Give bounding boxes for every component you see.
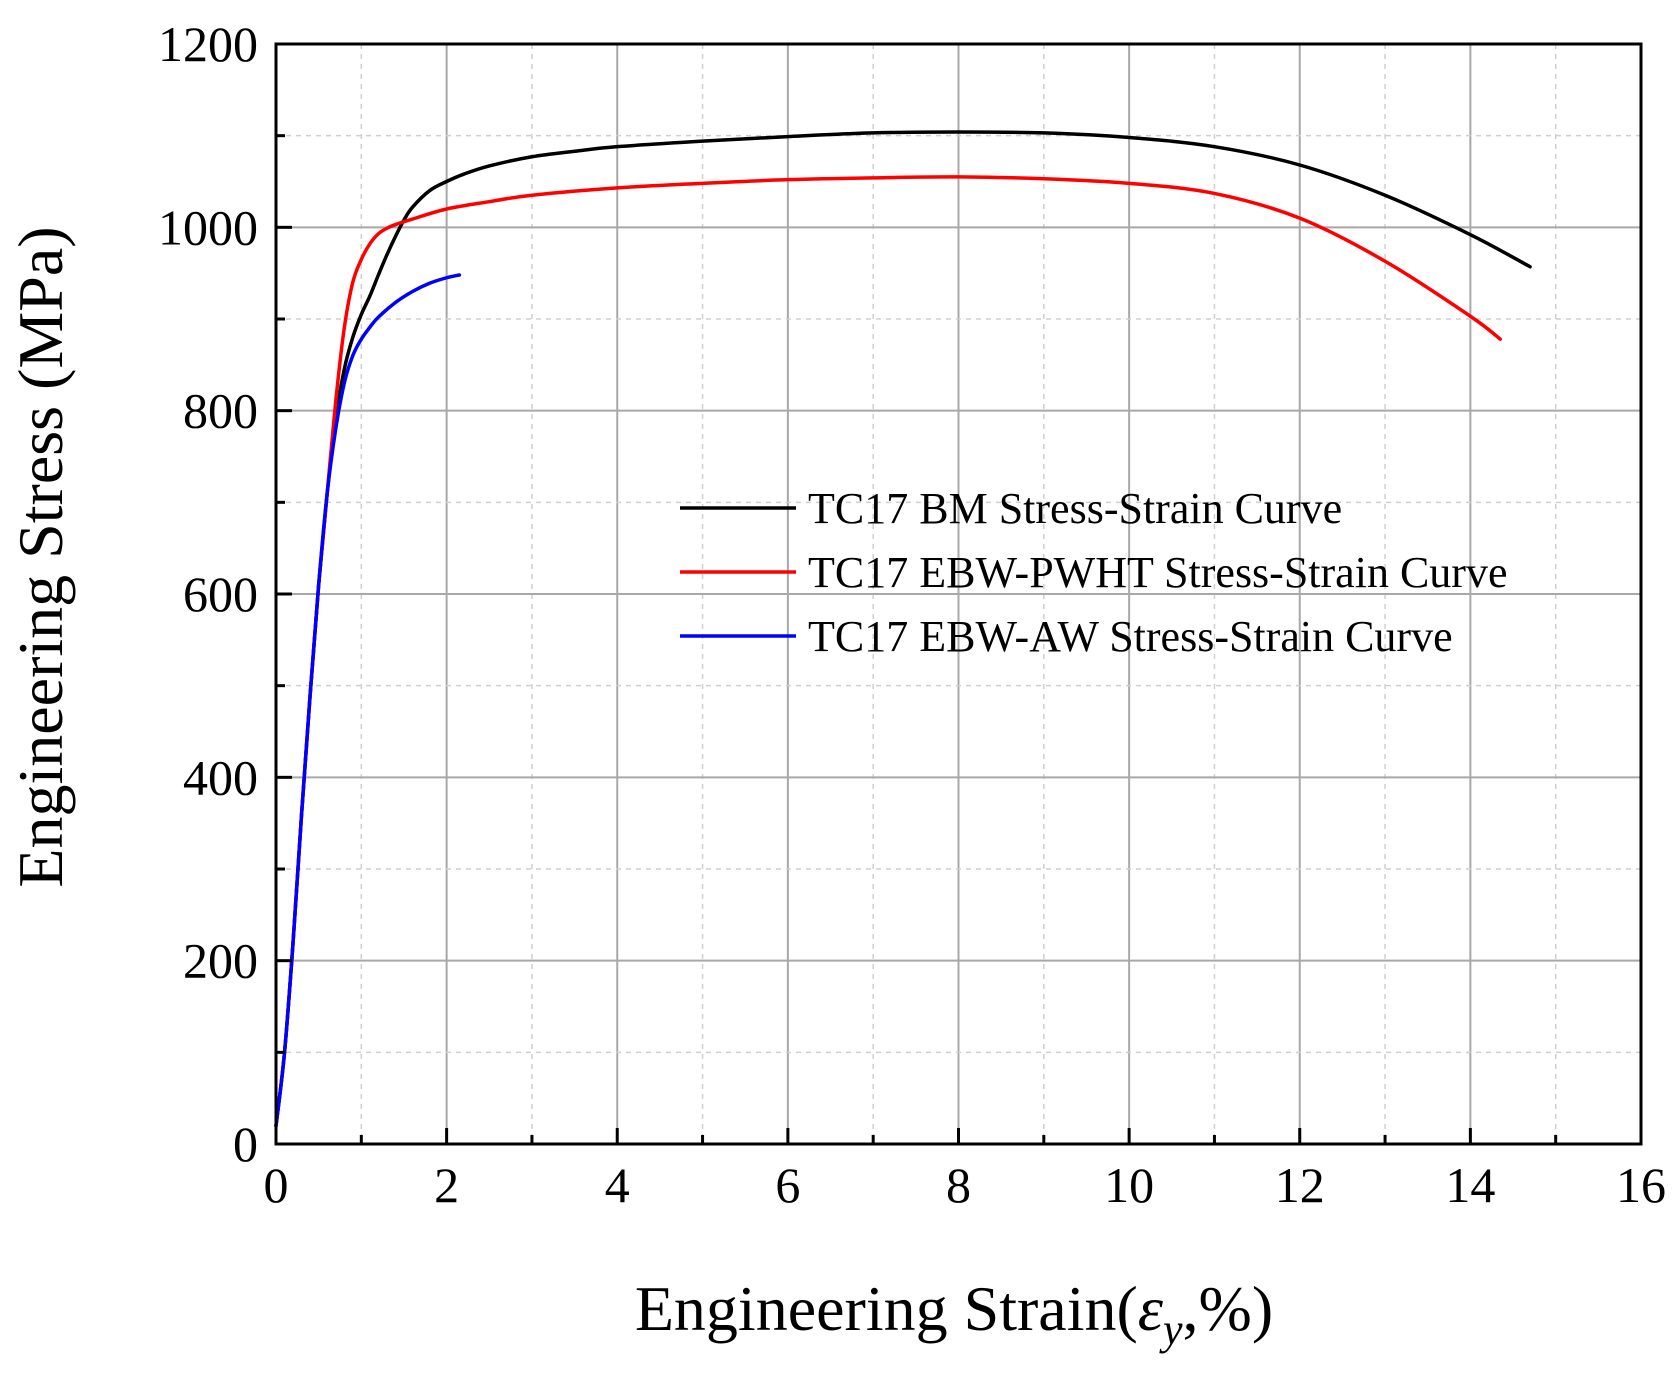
y-tick-label: 600 bbox=[183, 566, 258, 622]
tick-labels: 0 2 4 6 8 10 12 14 16 0 200 400 600 800 1000 1200 bbox=[158, 16, 1666, 1213]
x-tick-label: 4 bbox=[605, 1157, 630, 1213]
x-tick-label: 16 bbox=[1616, 1157, 1666, 1213]
x-tick-label: 2 bbox=[434, 1157, 459, 1213]
y-tick-label: 1000 bbox=[158, 199, 258, 255]
series-line-ebw-aw bbox=[274, 273, 462, 1128]
y-axis-title: Engineering Stress (MPa) bbox=[5, 226, 76, 887]
legend-label: TC17 EBW-PWHT Stress-Strain Curve bbox=[808, 548, 1507, 597]
legend: TC17 BM Stress-Strain Curve TC17 EBW-PWHT… bbox=[680, 484, 1507, 661]
x-tick-label: 10 bbox=[1104, 1157, 1154, 1213]
legend-label: TC17 BM Stress-Strain Curve bbox=[808, 484, 1342, 533]
y-tick-label: 400 bbox=[183, 749, 258, 805]
legend-label: TC17 EBW-AW Stress-Strain Curve bbox=[808, 612, 1453, 661]
x-tick-label: 8 bbox=[946, 1157, 971, 1213]
x-tick-label: 14 bbox=[1445, 1157, 1495, 1213]
legend-item: TC17 EBW-PWHT Stress-Strain Curve bbox=[680, 548, 1507, 597]
y-tick-label: 800 bbox=[183, 383, 258, 439]
x-tick-label: 6 bbox=[775, 1157, 800, 1213]
x-tick-label: 12 bbox=[1275, 1157, 1325, 1213]
y-tick-label: 200 bbox=[183, 933, 258, 989]
axis-ticks bbox=[274, 42, 1643, 1146]
legend-item: TC17 BM Stress-Strain Curve bbox=[680, 484, 1342, 533]
x-axis-title: Engineering Strain(εy,%) bbox=[635, 1273, 1273, 1354]
data-series bbox=[274, 130, 1532, 1128]
y-tick-label: 0 bbox=[233, 1116, 258, 1172]
x-tick-label: 0 bbox=[264, 1157, 289, 1213]
y-tick-label: 1200 bbox=[158, 16, 258, 72]
legend-item: TC17 EBW-AW Stress-Strain Curve bbox=[680, 612, 1453, 661]
